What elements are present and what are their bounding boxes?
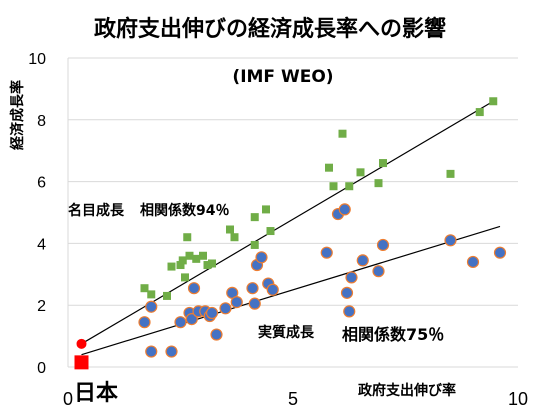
annotation-nominal: 名目成長 xyxy=(68,202,125,219)
circle-point-16 xyxy=(230,296,243,309)
chart-subtitle: (IMF WEO) xyxy=(232,67,333,87)
square-point-25 xyxy=(374,179,383,188)
circle-point-22 xyxy=(266,283,279,296)
x-tick-label: 0 xyxy=(63,389,73,409)
circle-point-23 xyxy=(320,246,333,259)
y-tick-label: 6 xyxy=(37,175,46,192)
annotation-japan: 日本 xyxy=(74,381,118,406)
annotation-real: 実質成長 xyxy=(258,324,315,341)
y-tick-label: 2 xyxy=(37,298,46,315)
square-point-15 xyxy=(230,233,239,242)
circle-point-32 xyxy=(444,234,457,247)
square-point-10 xyxy=(192,254,201,263)
circle-point-12 xyxy=(205,306,219,320)
circle-point-34 xyxy=(493,246,507,259)
japan-real-point xyxy=(74,355,89,370)
chart-title: 政府支出伸びの経済成長率への影響 xyxy=(94,16,446,42)
circle-point-13 xyxy=(210,328,223,341)
square-point-24 xyxy=(356,168,365,177)
tick-labels: 0 2 4 6 8 10 0 5 10 xyxy=(28,51,528,409)
circle-point-20 xyxy=(255,251,268,264)
square-point-20 xyxy=(325,163,333,172)
square-point-8 xyxy=(183,233,192,242)
y-tick-label: 0 xyxy=(37,360,46,377)
square-point-12 xyxy=(203,261,212,270)
circle-point-29 xyxy=(356,254,369,267)
circle-point-28 xyxy=(345,271,358,284)
square-point-26 xyxy=(379,159,387,168)
japan-nominal-point xyxy=(76,338,87,349)
y-tick-label: 8 xyxy=(37,113,46,130)
square-point-19 xyxy=(266,227,275,236)
circle-point-14 xyxy=(219,302,232,315)
circle-point-7 xyxy=(185,313,198,326)
circle-point-27 xyxy=(343,305,356,318)
annotation-real-corr: 相関係数75％ xyxy=(342,325,444,344)
x-tick-label: 5 xyxy=(288,389,298,409)
square-point-1 xyxy=(140,284,149,293)
circle-point-26 xyxy=(340,286,354,299)
square-point-23 xyxy=(345,182,354,191)
square-point-28 xyxy=(475,108,484,117)
square-point-4 xyxy=(167,262,176,271)
square-point-3 xyxy=(163,291,171,300)
x-axis-label: 政府支出伸び率 xyxy=(358,382,456,399)
square-point-7 xyxy=(181,273,189,282)
square-point-17 xyxy=(250,213,259,222)
y-tick-label: 4 xyxy=(37,236,46,253)
square-point-13 xyxy=(208,259,216,268)
trendline-2 xyxy=(81,225,501,356)
square-point-9 xyxy=(185,251,194,260)
square-point-16 xyxy=(250,240,259,249)
circle-point-33 xyxy=(466,255,480,269)
square-point-27 xyxy=(446,169,455,178)
circle-point-2 xyxy=(145,300,158,313)
square-point-21 xyxy=(329,182,338,191)
circle-point-3 xyxy=(145,345,158,358)
y-axis-label: 経済成長率 xyxy=(9,80,26,150)
square-point-11 xyxy=(199,251,207,260)
square-point-29 xyxy=(489,97,498,106)
circle-point-5 xyxy=(174,316,187,329)
x-tick-label: 10 xyxy=(508,389,528,409)
circle-point-1 xyxy=(138,316,151,329)
square-point-2 xyxy=(147,290,156,299)
square-point-18 xyxy=(262,205,270,214)
circle-point-17 xyxy=(246,282,259,295)
circle-point-4 xyxy=(165,345,178,358)
circle-point-8 xyxy=(187,282,201,295)
annotation-nominal-corr: 相関係数94％ xyxy=(140,202,229,219)
data-points xyxy=(138,97,507,358)
y-tick-label: 10 xyxy=(28,51,46,68)
axes xyxy=(67,58,518,368)
square-point-5 xyxy=(176,261,185,270)
square-point-22 xyxy=(338,129,347,138)
japan-markers xyxy=(74,338,89,370)
circle-point-25 xyxy=(338,203,351,216)
trendline-1 xyxy=(81,100,494,345)
square-point-6 xyxy=(178,256,187,265)
circle-point-30 xyxy=(372,265,385,278)
gridlines xyxy=(68,57,518,306)
circle-point-18 xyxy=(248,297,261,310)
circle-point-31 xyxy=(376,238,390,252)
square-point-14 xyxy=(226,225,234,234)
